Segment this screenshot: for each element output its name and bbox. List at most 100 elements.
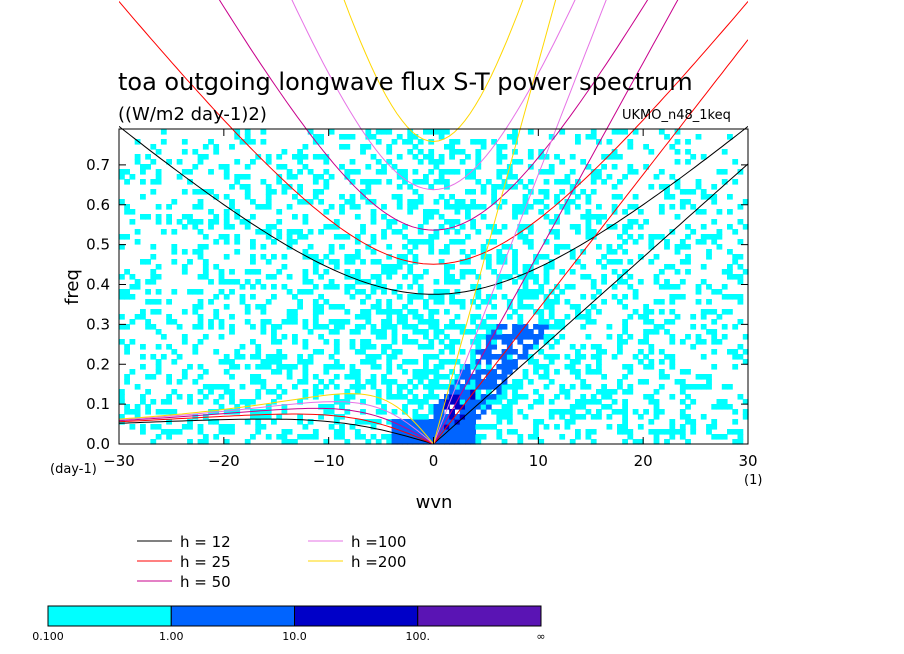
shading-cell	[444, 229, 450, 235]
shading-cell	[181, 334, 188, 340]
shading-cell	[685, 414, 691, 420]
shading-cell	[187, 394, 193, 400]
shading-cell	[265, 204, 272, 210]
shading-cell	[428, 169, 435, 175]
shading-cell	[538, 309, 545, 315]
shading-cell	[213, 314, 220, 320]
shading-cell	[522, 234, 529, 240]
shading-cell	[202, 269, 209, 275]
shading-cell	[307, 289, 314, 295]
shading-cell	[444, 309, 450, 315]
shading-cell	[312, 269, 319, 275]
shading-cell	[202, 144, 209, 150]
shading-cell	[596, 354, 602, 360]
shading-cell	[187, 289, 193, 295]
shading-cell	[428, 424, 435, 430]
shading-cell	[548, 344, 555, 350]
shading-cell	[407, 249, 414, 255]
shading-cell	[449, 379, 455, 385]
shading-cell	[391, 429, 398, 435]
shading-cell	[302, 219, 309, 225]
shading-cell	[360, 419, 366, 425]
shading-cell	[339, 319, 345, 325]
shading-cell	[197, 204, 204, 210]
shading-cell	[323, 169, 330, 175]
shading-cell	[637, 379, 644, 385]
shading-cell	[407, 389, 414, 395]
shading-cell	[360, 229, 366, 235]
shading-cell	[134, 384, 141, 390]
shading-cell	[223, 369, 230, 375]
shading-cell	[543, 179, 550, 185]
shading-cell	[711, 199, 718, 205]
shading-cell	[286, 204, 293, 210]
shading-cell	[223, 279, 230, 285]
shading-cell	[244, 189, 251, 195]
shading-cell	[134, 284, 141, 290]
shading-cell	[155, 204, 162, 210]
shading-cell	[349, 179, 356, 185]
shading-cell	[181, 169, 188, 175]
shading-cell	[522, 394, 529, 400]
shading-cell	[276, 324, 283, 330]
shading-cell	[606, 334, 613, 340]
shading-cell	[255, 409, 262, 415]
shading-cell	[470, 204, 476, 210]
shading-cell	[590, 394, 597, 400]
shading-cell	[716, 404, 723, 410]
shading-cell	[496, 149, 503, 155]
shading-cell	[312, 189, 319, 195]
shading-cell	[548, 264, 555, 270]
x-tick-label: −30	[103, 452, 135, 470]
shading-cell	[423, 269, 429, 275]
shading-cell	[643, 379, 649, 385]
shading-cell	[134, 404, 141, 410]
shading-cell	[449, 324, 455, 330]
shading-cell	[323, 224, 330, 230]
shading-cell	[690, 154, 697, 160]
x-tick-label: 0	[429, 452, 439, 470]
shading-cell	[381, 229, 387, 235]
shading-cell	[596, 204, 602, 210]
shading-cell	[444, 344, 450, 350]
shading-cell	[527, 149, 534, 155]
shading-cell	[611, 284, 618, 290]
shading-cell	[575, 404, 581, 410]
shading-cell	[297, 149, 303, 155]
curve-rossby-h50	[119, 407, 434, 444]
shading-cell	[653, 399, 660, 405]
shading-cell	[365, 344, 372, 350]
shading-cell	[407, 429, 414, 435]
shading-cell	[428, 214, 435, 220]
colorbar-segment	[294, 605, 419, 627]
shading-cell	[527, 294, 534, 300]
shading-cell	[554, 424, 560, 430]
shading-cell	[239, 299, 246, 305]
shading-cell	[302, 424, 309, 430]
shading-cell	[501, 169, 508, 175]
shading-cell	[517, 299, 524, 305]
shading-cell	[155, 434, 162, 440]
shading-cell	[569, 414, 576, 420]
shading-cell	[171, 359, 178, 365]
shading-cell	[155, 174, 162, 180]
shading-cell	[485, 349, 492, 355]
shading-cell	[527, 269, 534, 275]
shading-cell	[491, 229, 497, 235]
shading-cell	[370, 324, 377, 330]
shading-cell	[423, 239, 429, 245]
shading-cell	[281, 434, 288, 440]
shading-cell	[318, 274, 324, 280]
shading-cell	[192, 149, 199, 155]
shading-cell	[192, 414, 199, 420]
shading-cell	[260, 329, 267, 335]
shading-cell	[501, 384, 508, 390]
shading-cell	[365, 294, 372, 300]
shading-cell	[480, 184, 487, 190]
shading-cell	[292, 214, 298, 220]
shading-cell	[611, 389, 618, 395]
shading-cell	[658, 359, 665, 365]
shading-cell	[302, 344, 309, 350]
shading-cell	[485, 369, 492, 375]
shading-cell	[569, 304, 576, 310]
